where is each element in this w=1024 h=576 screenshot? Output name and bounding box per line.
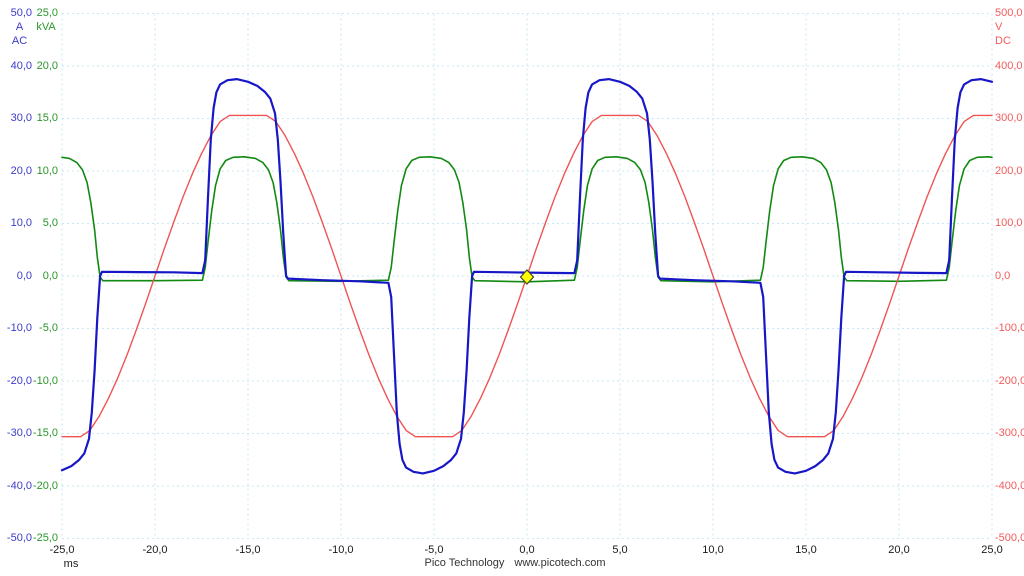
current-axis-label: -10,0 [6, 322, 32, 334]
voltage-axis-label: 400,0 [995, 59, 1023, 72]
voltage-axis-label: 300,0 [995, 112, 1023, 124]
voltage-axis-label: 100,0 [995, 217, 1023, 229]
time-axis-label: 5,0 [612, 544, 628, 556]
current-axis-label: 30,0 [10, 112, 32, 124]
current-axis-label: -20,0 [6, 374, 32, 387]
voltage-coupling-label: DC [995, 35, 1011, 47]
current-axis-label: 20,0 [10, 164, 32, 177]
time-axis-label: 0,0 [519, 544, 535, 556]
time-axis-label: -20,0 [142, 544, 168, 556]
current-unit-label: A [15, 21, 24, 33]
current-axis-label: 50,0 [10, 7, 32, 19]
power-axis-label: 15,0 [36, 112, 58, 124]
time-axis-label: 10,0 [702, 544, 724, 556]
voltage-axis-label: -300,0 [995, 427, 1024, 439]
voltage-axis-label: -200,0 [995, 374, 1024, 387]
voltage-axis-label: -400,0 [995, 479, 1024, 492]
voltage-axis-label: 500,0 [995, 7, 1023, 19]
power-axis-label: -25,0 [32, 532, 58, 544]
voltage-axis-label: 200,0 [995, 164, 1023, 177]
time-axis-label: -15,0 [235, 544, 261, 556]
voltage-axis-label: 0,0 [995, 269, 1011, 282]
current-axis-label: -40,0 [6, 479, 32, 492]
voltage-unit-label: V [995, 21, 1003, 33]
power-axis-label: 10,0 [36, 164, 58, 177]
time-axis-label: -25,0 [49, 544, 75, 556]
power-axis-label: 25,0 [36, 7, 58, 19]
trigger-marker[interactable] [519, 269, 535, 285]
power-axis-label: 0,0 [42, 269, 58, 282]
power-unit-label: kVA [36, 21, 56, 33]
time-unit-label: ms [63, 558, 79, 570]
voltage-axis-label: -100,0 [995, 322, 1024, 334]
power-axis-label: 5,0 [42, 217, 58, 229]
current-axis-label: -50,0 [6, 532, 32, 544]
footer: Pico Technology www.picotech.com [362, 557, 668, 569]
time-axis-label: 15,0 [795, 544, 817, 556]
current-axis-label: 40,0 [10, 59, 32, 72]
voltage-axis-label: -500,0 [995, 532, 1024, 544]
time-axis-label: -10,0 [328, 544, 354, 556]
power-axis-label: -5,0 [39, 322, 58, 334]
brand-text: Pico Technology [424, 557, 505, 569]
time-axis-label: 20,0 [888, 544, 910, 556]
current-coupling-label: AC [11, 35, 28, 47]
power-axis-label: -10,0 [32, 374, 58, 387]
time-axis-label: 25,0 [981, 544, 1003, 556]
website-text: www.picotech.com [514, 557, 606, 569]
time-axis-label: -5,0 [424, 544, 444, 556]
current-axis-label: 10,0 [10, 217, 32, 229]
power-axis-label: -15,0 [32, 427, 58, 439]
current-axis-label: 0,0 [16, 269, 32, 282]
current-axis-label: -30,0 [6, 427, 32, 439]
power-axis-label: -20,0 [32, 479, 58, 492]
power-axis-label: 20,0 [36, 59, 58, 72]
